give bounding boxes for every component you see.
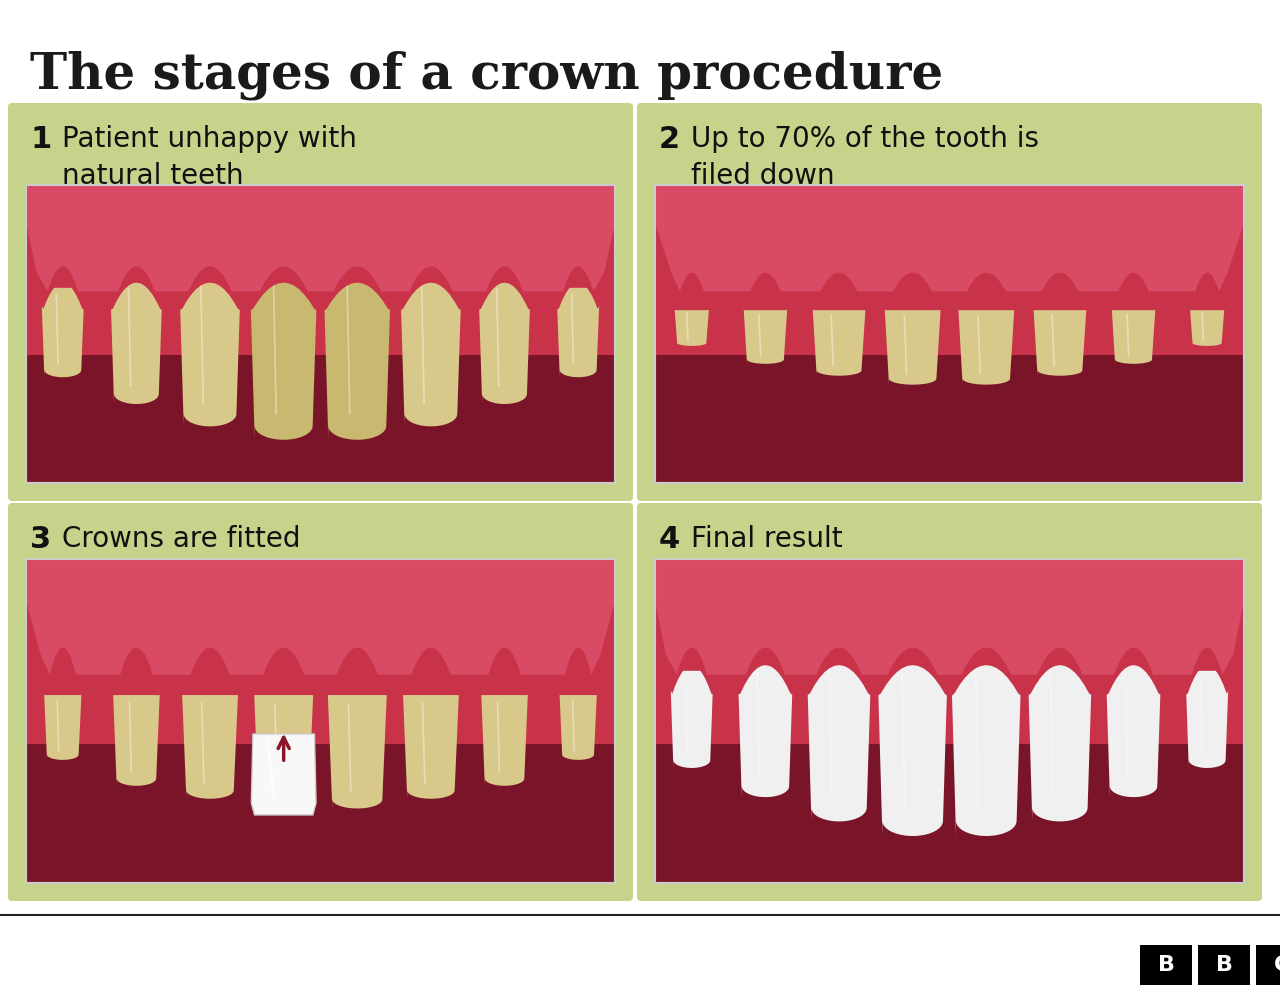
Polygon shape [182, 695, 238, 799]
FancyBboxPatch shape [637, 503, 1262, 901]
Polygon shape [324, 267, 392, 440]
Bar [655, 559, 1244, 883]
Bar [26, 185, 614, 355]
Polygon shape [26, 185, 614, 291]
Polygon shape [26, 185, 614, 313]
Polygon shape [179, 271, 241, 426]
Polygon shape [45, 695, 82, 760]
Text: Crowns are fitted: Crowns are fitted [61, 525, 301, 553]
Bar [655, 559, 1244, 883]
Polygon shape [479, 279, 531, 404]
Polygon shape [251, 734, 316, 815]
Polygon shape [1190, 310, 1224, 346]
Polygon shape [557, 288, 600, 377]
Polygon shape [951, 648, 1021, 836]
Text: 1: 1 [29, 125, 51, 154]
Text: Up to 70% of the tooth is
filed down: Up to 70% of the tooth is filed down [691, 125, 1039, 190]
Bar [1140, 945, 1192, 985]
Bar [1198, 945, 1251, 985]
Polygon shape [255, 695, 314, 808]
Bar [26, 559, 614, 883]
Polygon shape [806, 653, 872, 821]
Polygon shape [813, 310, 865, 376]
Bar [655, 185, 1244, 483]
Polygon shape [399, 271, 462, 426]
Text: Patient unhappy with
natural teeth: Patient unhappy with natural teeth [61, 125, 357, 190]
Polygon shape [655, 559, 1244, 675]
Bar [1256, 945, 1280, 985]
Polygon shape [1185, 671, 1229, 768]
Bar [26, 559, 614, 883]
Text: B: B [1216, 955, 1233, 975]
FancyBboxPatch shape [637, 103, 1262, 501]
Polygon shape [328, 695, 387, 808]
Text: 3: 3 [29, 525, 51, 554]
Polygon shape [655, 559, 1244, 698]
Bar [655, 559, 1244, 744]
Polygon shape [675, 310, 709, 346]
Polygon shape [655, 185, 1244, 291]
Polygon shape [1033, 310, 1087, 376]
Bar [655, 185, 1244, 355]
Text: Final result: Final result [691, 525, 842, 553]
Polygon shape [26, 559, 614, 675]
Polygon shape [1106, 661, 1161, 797]
Polygon shape [671, 671, 713, 768]
Polygon shape [655, 185, 1244, 313]
Bar [26, 559, 614, 744]
Polygon shape [481, 695, 527, 786]
Polygon shape [1112, 310, 1156, 364]
Polygon shape [403, 695, 458, 799]
Polygon shape [959, 310, 1014, 385]
Polygon shape [877, 648, 948, 836]
Bar [26, 185, 614, 483]
Text: B: B [1157, 955, 1175, 975]
Text: The stages of a crown procedure: The stages of a crown procedure [29, 50, 943, 100]
Text: 4: 4 [659, 525, 680, 554]
Polygon shape [884, 310, 941, 385]
Polygon shape [113, 695, 160, 786]
Polygon shape [737, 661, 794, 797]
Polygon shape [559, 695, 596, 760]
Polygon shape [744, 310, 787, 364]
Polygon shape [26, 559, 614, 698]
FancyBboxPatch shape [8, 503, 634, 901]
Polygon shape [1028, 653, 1093, 821]
Bar [26, 185, 614, 483]
Bar [655, 185, 1244, 483]
Text: C: C [1274, 955, 1280, 975]
Polygon shape [110, 279, 163, 404]
Polygon shape [250, 267, 317, 440]
Polygon shape [41, 288, 84, 377]
Text: 2: 2 [659, 125, 680, 154]
FancyBboxPatch shape [8, 103, 634, 501]
